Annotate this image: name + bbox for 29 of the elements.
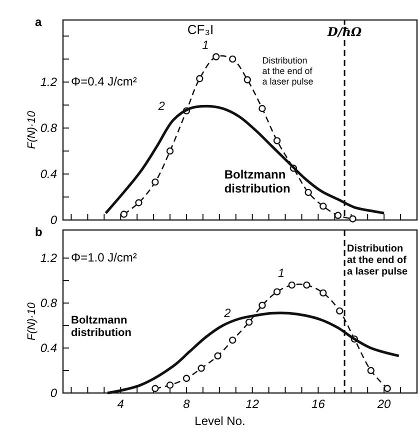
series-label: 1 xyxy=(278,266,285,280)
x-tick-label: 4 xyxy=(117,397,124,411)
series-label: 1 xyxy=(202,38,209,52)
y-tick-label: 0.8 xyxy=(40,121,58,136)
x-tick-label: 20 xyxy=(376,397,392,411)
chart-title: b xyxy=(35,225,42,239)
y-axis-title: F(N)·10 xyxy=(26,302,38,340)
y-axis-title: F(N)·10 xyxy=(26,110,38,149)
x-axis-title: Level No. xyxy=(194,414,246,428)
annotation: Φ=0.4 J/cm² xyxy=(71,74,137,89)
series-label: 2 xyxy=(157,99,166,114)
y-tick-label: 0 xyxy=(50,386,58,400)
annotation: Distribution at the end of a laser pulse xyxy=(347,243,408,278)
y-tick-label: 0 xyxy=(50,213,58,227)
y-tick-label: 0.8 xyxy=(40,296,58,310)
y-tick-label: 0.4 xyxy=(40,341,58,356)
x-tick-label: 8 xyxy=(183,397,190,411)
annotation: Boltzmann distribution xyxy=(224,168,290,196)
annotation: CF₃I xyxy=(187,22,214,37)
y-tick-label: 1.2 xyxy=(40,251,58,266)
x-tick-label: 16 xyxy=(312,397,326,411)
y-tick-label: 0.4 xyxy=(40,167,58,182)
chart-title: a xyxy=(35,15,42,29)
annotation: Distribution at the end of a laser pulse xyxy=(262,56,314,86)
annotation: Φ=1.0 J/cm² xyxy=(71,250,137,264)
y-tick-label: 1.2 xyxy=(40,75,58,90)
x-tick-label: 12 xyxy=(246,397,260,411)
annotation: Boltzmann distribution xyxy=(71,314,132,339)
series-label: 2 xyxy=(223,306,232,320)
